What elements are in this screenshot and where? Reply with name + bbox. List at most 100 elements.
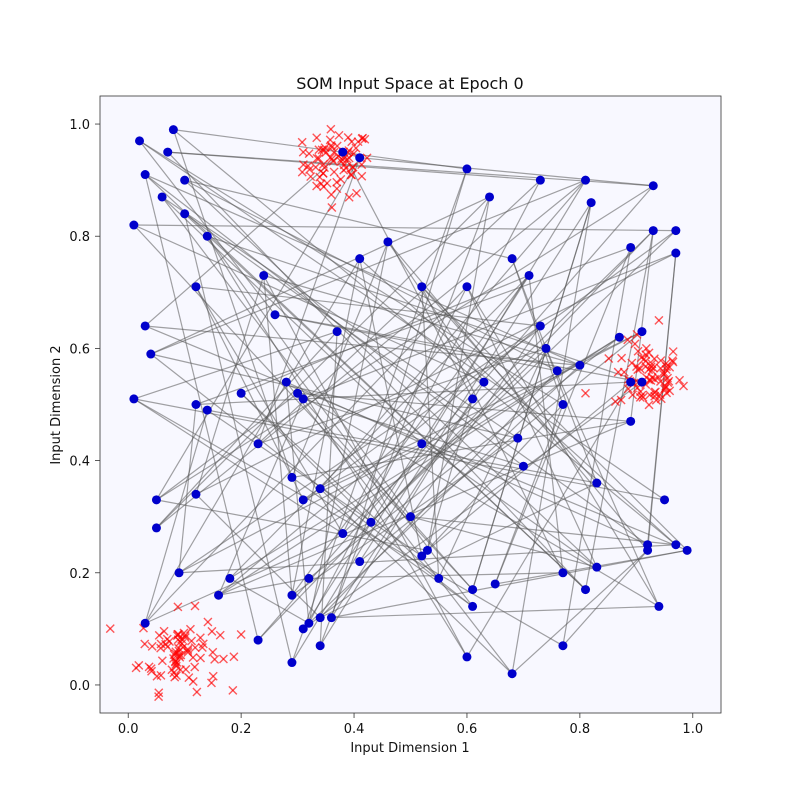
neuron-connection-line <box>466 381 632 658</box>
data-point-marker <box>655 390 665 400</box>
neuron-point <box>671 248 681 258</box>
neuron-connections <box>133 129 688 675</box>
neuron-connection-line <box>291 179 587 663</box>
data-point-marker <box>661 364 671 374</box>
data-point-marker <box>650 374 660 384</box>
data-point-marker <box>203 617 213 627</box>
data-point-marker <box>134 660 144 670</box>
data-point-marker <box>336 174 346 184</box>
data-point-marker <box>298 147 308 157</box>
neuron-point <box>293 388 303 398</box>
neuron-connection-line <box>466 286 660 607</box>
neuron-connection-line <box>144 174 586 591</box>
data-point-marker <box>645 390 655 400</box>
neuron-point <box>626 242 636 252</box>
data-point-marker <box>617 353 627 363</box>
data-point-marker <box>661 381 671 391</box>
neuron-point <box>298 624 308 634</box>
neuron-connection-line <box>359 258 423 557</box>
neuron-point <box>524 270 534 280</box>
neuron-point <box>214 590 224 600</box>
neuron-connection-line <box>297 392 631 422</box>
neuron-connection-line <box>156 392 298 501</box>
data-point-marker <box>183 644 193 654</box>
neuron-point <box>558 400 568 409</box>
data-point-marker <box>311 162 321 172</box>
data-point-marker <box>183 647 193 657</box>
neuron-point <box>637 377 647 387</box>
neuron-point <box>468 585 478 595</box>
neuron-point <box>326 613 336 623</box>
neuron-connection-line <box>359 202 592 562</box>
neuron-point <box>174 568 184 578</box>
neuron-connection-line <box>156 196 490 529</box>
neuron-connection-line <box>172 129 293 478</box>
neuron-connection-line <box>263 275 468 658</box>
data-point-marker <box>320 143 330 153</box>
data-point-marker <box>187 636 197 646</box>
data-point-marker <box>636 353 646 363</box>
neuron-point <box>643 545 653 555</box>
data-point-marker <box>644 348 654 358</box>
data-point-marker <box>303 161 313 171</box>
data-point-marker <box>656 356 666 366</box>
neuron-connection-line <box>173 129 677 546</box>
neuron-point <box>253 635 263 645</box>
data-point-marker <box>183 646 193 656</box>
neuron-point <box>417 439 427 449</box>
neuron-point <box>535 175 545 185</box>
neuron-point <box>202 405 212 415</box>
data-point-marker <box>312 181 322 191</box>
data-point-marker <box>639 354 649 364</box>
data-point-marker <box>346 170 356 180</box>
neuron-connection-line <box>144 409 208 624</box>
neuron-point <box>507 669 517 679</box>
neuron-connection-line <box>229 275 530 579</box>
neuron-connection-line <box>274 314 643 383</box>
data-point-marker <box>633 346 643 356</box>
neuron-connection-line <box>545 348 660 607</box>
neuron-connection-line <box>133 224 676 232</box>
neuron-point <box>479 377 489 387</box>
data-point-marker <box>207 626 217 636</box>
data-point-marker <box>660 384 670 394</box>
neuron-point <box>163 147 173 157</box>
neuron-point <box>581 585 591 595</box>
neuron-point <box>191 400 201 409</box>
data-point-marker <box>648 363 658 373</box>
neuron-point <box>140 321 150 331</box>
neuron-point <box>338 147 348 157</box>
data-point-marker <box>179 628 189 638</box>
chart-title: SOM Input Space at Epoch 0 <box>296 74 523 93</box>
neuron-point <box>332 327 342 337</box>
neuron-connection-line <box>291 258 361 596</box>
neuron-connection-line <box>218 398 304 596</box>
data-point-marker <box>170 672 180 682</box>
x-tick-label: 0.4 <box>344 722 365 737</box>
neuron-point <box>304 573 314 583</box>
data-point-marker <box>190 601 200 611</box>
data-point-marker <box>185 624 195 634</box>
data-point-marker <box>161 639 171 649</box>
data-point-marker <box>650 387 660 397</box>
data-point-marker <box>348 162 358 172</box>
neuron-point <box>129 220 139 230</box>
data-point-marker <box>229 652 239 662</box>
neuron-connection-line <box>144 286 468 624</box>
neuron-connection-line <box>426 196 491 551</box>
neuron-point <box>270 310 280 320</box>
y-axis-label: Input Dimension 2 <box>49 345 64 464</box>
neuron-point <box>417 551 427 561</box>
data-point-marker <box>157 656 167 666</box>
data-point-marker <box>352 188 362 198</box>
neuron-point <box>146 349 156 359</box>
neuron-point <box>592 478 602 488</box>
neuron-connection-line <box>370 347 547 523</box>
data-point-marker <box>647 365 657 375</box>
neuron-connection-line <box>291 168 468 663</box>
neuron-connection-line <box>156 179 586 529</box>
neuron-connection-line <box>562 549 649 647</box>
data-point-marker <box>632 362 642 372</box>
neuron-point <box>468 394 478 404</box>
neuron-connection-line <box>647 252 677 551</box>
